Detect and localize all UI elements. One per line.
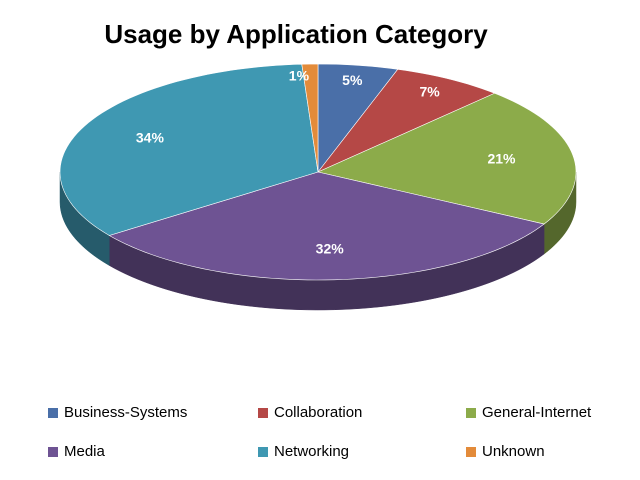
data-label: 34% (136, 130, 165, 146)
data-label: 21% (487, 151, 516, 167)
legend-label: Networking (274, 443, 349, 460)
legend-label: Collaboration (274, 404, 362, 421)
slice (59, 63, 319, 236)
legend-swatch (466, 408, 476, 418)
slice (317, 68, 496, 173)
data-label: 5% (342, 72, 363, 88)
legend-label: General-Internet (482, 404, 592, 421)
legend-swatch (258, 408, 268, 418)
data-label: 7% (419, 84, 440, 100)
slice (317, 92, 577, 225)
slice (317, 63, 399, 173)
legend-swatch (258, 447, 268, 457)
chart-title: Usage by Application Category (104, 19, 488, 49)
legend-label: Unknown (482, 443, 545, 460)
data-label: 32% (316, 240, 345, 256)
legend-swatch (466, 447, 476, 457)
slice (108, 171, 545, 281)
legend-swatch (48, 408, 58, 418)
legend-label: Media (64, 443, 106, 460)
legend-label: Business-Systems (64, 404, 187, 421)
data-label: 1% (289, 68, 310, 84)
legend-swatch (48, 447, 58, 457)
slice (301, 63, 319, 173)
